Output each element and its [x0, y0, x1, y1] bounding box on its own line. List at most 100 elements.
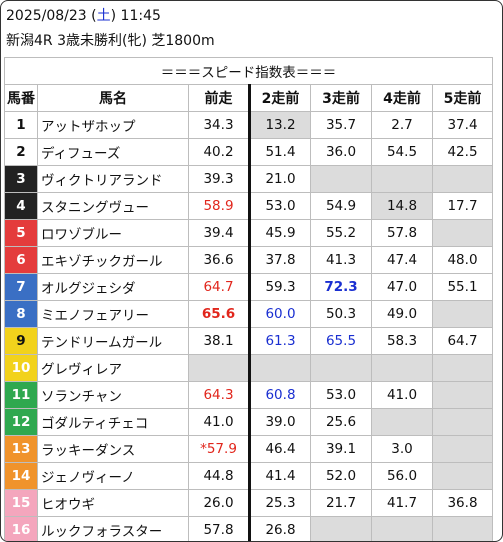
horse-number: 5 — [4, 219, 38, 247]
speed-index-cell — [432, 516, 493, 541]
speed-index-cell — [432, 435, 493, 463]
table-title-row: ＝＝＝スピード指数表＝＝＝ — [4, 57, 493, 85]
speed-index-cell: 57.8 — [371, 219, 433, 247]
speed-index-cell: 64.7 — [432, 327, 493, 355]
speed-index-cell: 60.8 — [249, 381, 311, 409]
speed-index-cell: 53.0 — [249, 192, 311, 220]
speed-index-cell: 26.8 — [249, 516, 311, 541]
horse-number: 4 — [4, 192, 38, 220]
speed-index-cell — [371, 165, 433, 193]
speed-index-cell — [432, 300, 493, 328]
speed-index-cell — [432, 381, 493, 409]
speed-index-cell: 60.0 — [249, 300, 311, 328]
speed-index-cell: 21.0 — [249, 165, 311, 193]
table-row: 4 スタニングヴュー 58.9 53.0 54.9 14.8 17.7 — [4, 192, 493, 220]
table-header-row: 馬番 馬名 前走 2走前 3走前 4走前 5走前 — [4, 84, 493, 112]
speed-index-cell: 53.0 — [310, 381, 372, 409]
speed-index-cell: 39.1 — [310, 435, 372, 463]
speed-index-cell: 65.6 — [188, 300, 251, 328]
horse-name: ルックフォラスター — [37, 516, 189, 541]
speed-index-cell: 34.3 — [188, 111, 251, 139]
horse-name: アットザホップ — [37, 111, 189, 139]
speed-index-cell: 36.0 — [310, 138, 372, 166]
speed-index-cell: 51.4 — [249, 138, 311, 166]
speed-index-cell: 17.7 — [432, 192, 493, 220]
speed-index-cell — [371, 516, 433, 541]
table-title: ＝＝＝スピード指数表＝＝＝ — [4, 57, 493, 85]
speed-index-cell: 14.8 — [371, 192, 433, 220]
speed-index-cell: 64.3 — [188, 381, 251, 409]
speed-index-cell — [432, 219, 493, 247]
horse-name: ヴィクトリアランド — [37, 165, 189, 193]
speed-index-cell: 13.2 — [249, 111, 311, 139]
speed-index-cell — [432, 165, 493, 193]
speed-index-cell: 64.7 — [188, 273, 251, 301]
horse-number: 6 — [4, 246, 38, 274]
col-header-number: 馬番 — [4, 84, 38, 112]
col-header-4back: 4走前 — [371, 84, 433, 112]
horse-number: 7 — [4, 273, 38, 301]
speed-index-cell: 49.0 — [371, 300, 433, 328]
horse-name: スタニングヴュー — [37, 192, 189, 220]
speed-index-cell: 41.4 — [249, 462, 311, 490]
speed-index-cell: 36.8 — [432, 489, 493, 517]
table-row: 9 テンドリームガール 38.1 61.3 65.5 58.3 64.7 — [4, 327, 493, 355]
speed-index-cell: 56.0 — [371, 462, 433, 490]
speed-index-cell: 39.0 — [249, 408, 311, 436]
speed-index-cell: 39.4 — [188, 219, 251, 247]
speed-index-cell: 41.7 — [371, 489, 433, 517]
speed-index-cell: 65.5 — [310, 327, 372, 355]
speed-index-cell: 48.0 — [432, 246, 493, 274]
table-row: 6 エキゾチックガール 36.6 37.8 41.3 47.4 48.0 — [4, 246, 493, 274]
horse-number: 1 — [4, 111, 38, 139]
speed-index-cell: 26.0 — [188, 489, 251, 517]
horse-name: ミエノフェアリー — [37, 300, 189, 328]
horse-name: テンドリームガール — [37, 327, 189, 355]
horse-name: ラッキーダンス — [37, 435, 189, 463]
speed-index-cell: 39.3 — [188, 165, 251, 193]
horse-number: 3 — [4, 165, 38, 193]
horse-number: 13 — [4, 435, 38, 463]
speed-index-cell: 40.2 — [188, 138, 251, 166]
speed-index-cell — [371, 354, 433, 382]
horse-number: 15 — [4, 489, 38, 517]
horse-number: 12 — [4, 408, 38, 436]
col-header-2back: 2走前 — [249, 84, 311, 112]
speed-index-cell: 54.9 — [310, 192, 372, 220]
table-row: 11 ソランチャン 64.3 60.8 53.0 41.0 — [4, 381, 493, 409]
col-header-name: 馬名 — [37, 84, 189, 112]
speed-index-cell: *57.9 — [188, 435, 251, 463]
speed-index-cell — [310, 516, 372, 541]
horse-name: エキゾチックガール — [37, 246, 189, 274]
speed-index-cell — [249, 354, 311, 382]
speed-index-cell: 25.6 — [310, 408, 372, 436]
horse-number: 2 — [4, 138, 38, 166]
speed-index-cell: 42.5 — [432, 138, 493, 166]
table-row: 7 オルグジェシダ 64.7 59.3 72.3 47.0 55.1 — [4, 273, 493, 301]
horse-name: ソランチャン — [37, 381, 189, 409]
col-header-last: 前走 — [188, 84, 251, 112]
speed-index-cell: 58.3 — [371, 327, 433, 355]
speed-index-cell: 37.4 — [432, 111, 493, 139]
speed-index-cell: 72.3 — [310, 273, 372, 301]
horse-number: 16 — [4, 516, 38, 541]
race-weekday: 土 — [96, 8, 111, 24]
speed-index-cell — [432, 462, 493, 490]
horse-name: グレヴィレア — [37, 354, 189, 382]
speed-index-cell: 41.0 — [188, 408, 251, 436]
race-time: 11:45 — [120, 8, 161, 24]
speed-index-cell: 55.2 — [310, 219, 372, 247]
speed-index-cell: 36.6 — [188, 246, 251, 274]
speed-index-cell — [310, 165, 372, 193]
col-header-5back: 5走前 — [432, 84, 493, 112]
speed-index-cell: 57.8 — [188, 516, 251, 541]
table-row: 13 ラッキーダンス *57.9 46.4 39.1 3.0 — [4, 435, 493, 463]
table-row: 10 グレヴィレア — [4, 354, 493, 382]
table-row: 16 ルックフォラスター 57.8 26.8 — [4, 516, 493, 541]
speed-index-table: ＝＝＝スピード指数表＝＝＝ 馬番 馬名 前走 2走前 3走前 4走前 5走前 1… — [4, 57, 493, 541]
race-date: 2025/08/23 — [6, 8, 87, 24]
speed-index-cell: 44.8 — [188, 462, 251, 490]
speed-index-cell: 47.0 — [371, 273, 433, 301]
speed-index-cell: 61.3 — [249, 327, 311, 355]
